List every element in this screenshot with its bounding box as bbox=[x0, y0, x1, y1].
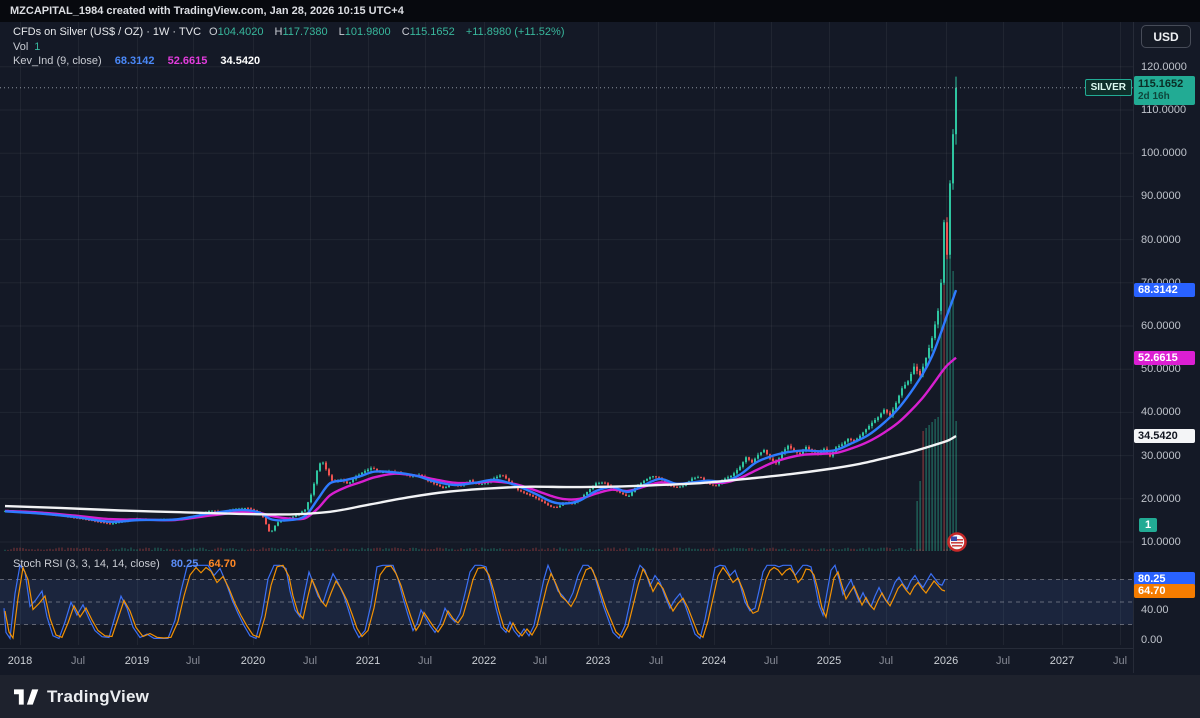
year-tick-label: 2026 bbox=[933, 655, 959, 667]
year-tick-label: 2019 bbox=[124, 655, 150, 667]
month-tick-label: Jul bbox=[763, 655, 779, 667]
stoch-rsi-legend: Stoch RSI (3, 3, 14, 14, close) 80.25 64… bbox=[13, 558, 236, 570]
candle-bodies-up bbox=[4, 87, 957, 532]
month-tick-label: Jul bbox=[302, 655, 318, 667]
month-tick-label: Jul bbox=[1112, 655, 1128, 667]
month-tick-label: Jul bbox=[417, 655, 433, 667]
ma-fast-value: 68.3142 bbox=[114, 55, 155, 67]
stoch-k-line bbox=[3, 563, 946, 641]
year-tick-label: 2025 bbox=[816, 655, 842, 667]
ma-slow-line bbox=[4, 434, 957, 516]
stoch-d-axis-badge: 64.70 bbox=[1134, 583, 1195, 598]
price-tick-label: 110.0000 bbox=[1141, 104, 1187, 116]
year-tick-label: 2027 bbox=[1049, 655, 1075, 667]
month-tick-label: Jul bbox=[878, 655, 894, 667]
currency-toggle-button[interactable]: USD bbox=[1141, 25, 1191, 48]
tradingview-brand-text: TradingView bbox=[47, 686, 150, 706]
year-tick-label: 2020 bbox=[240, 655, 266, 667]
legend-symbol-row: CFDs on Silver (US$ / OZ) · 1W · TVC O104.402… bbox=[13, 26, 565, 38]
stoch-d-line bbox=[4, 564, 946, 640]
month-tick-label: Jul bbox=[185, 655, 201, 667]
legend-volume-row: Vol 1 bbox=[13, 40, 564, 55]
indicator-params: (9, close) bbox=[56, 55, 102, 67]
time-axis[interactable]: 2018 Jul 2019 Jul 2020 Jul 2021 Jul 2022 Jul 2023 J… bbox=[0, 648, 1133, 675]
ma-mid-axis-badge: 52.6615 bbox=[1134, 350, 1195, 365]
ma-slow-value: 34.5420 bbox=[220, 55, 261, 67]
attribution-bar: MZCAPITAL_1984 created with TradingView.… bbox=[0, 0, 1200, 22]
year-tick-label: 2024 bbox=[701, 655, 727, 667]
last-price-value: 115.1652 bbox=[1138, 77, 1184, 90]
price-chart-canvas[interactable] bbox=[0, 0, 1133, 648]
month-tick-label: Jul bbox=[70, 655, 86, 667]
close-prefix: C bbox=[401, 26, 410, 38]
symbol-name-label: SILVER bbox=[1084, 78, 1132, 96]
ma-fast-axis-badge: 68.3142 bbox=[1134, 283, 1195, 298]
price-tick-label: 60.0000 bbox=[1141, 320, 1181, 332]
low-value: 101.9800 bbox=[344, 26, 391, 38]
candle-wicks-up bbox=[4, 76, 957, 533]
price-tick-label: 50.0000 bbox=[1141, 363, 1181, 376]
stoch-rsi-label[interactable]: Stoch RSI (3, 3, 14, 14, close) bbox=[13, 558, 160, 570]
year-tick-label: 2021 bbox=[355, 655, 381, 667]
price-tick-label: 10.0000 bbox=[1141, 536, 1181, 548]
high-value: 117.7380 bbox=[282, 26, 328, 38]
price-axis[interactable]: 120.0000110.0000100.000090.000080.000070… bbox=[1133, 22, 1200, 673]
tradingview-logo-icon bbox=[14, 688, 39, 705]
month-tick-label: Jul bbox=[648, 655, 664, 667]
bar-countdown: 2d 16h bbox=[1138, 90, 1170, 102]
stoch-tick-label: 40.00 bbox=[1141, 603, 1169, 616]
indicator-name[interactable]: Kev_Ind bbox=[13, 55, 54, 67]
tradingview-logo[interactable]: TradingView bbox=[14, 687, 149, 707]
year-tick-label: 2018 bbox=[7, 655, 33, 667]
price-tick-label: 30.0000 bbox=[1141, 449, 1181, 462]
ma-mid-value: 52.6615 bbox=[167, 55, 208, 67]
price-tick-label: 90.0000 bbox=[1141, 190, 1181, 203]
price-tick-label: 20.0000 bbox=[1141, 492, 1181, 505]
stoch-k-value: 80.25 bbox=[170, 558, 199, 570]
high-prefix: H bbox=[274, 26, 283, 38]
volume-value: 1 bbox=[34, 40, 41, 53]
legend-indicator-row: Kev_Ind (9, close) 68.3142 52.6615 34.54… bbox=[13, 54, 564, 69]
ma-slow-axis-badge: 34.5420 bbox=[1134, 428, 1195, 443]
volume-bars-down bbox=[7, 263, 948, 551]
symbol-title[interactable]: CFDs on Silver (US$ / OZ) bbox=[13, 26, 144, 38]
price-tick-label: 120.0000 bbox=[1141, 60, 1187, 73]
change-value: +11.8980 (+11.52%) bbox=[465, 26, 565, 38]
year-tick-label: 2023 bbox=[585, 655, 611, 667]
year-tick-label: 2022 bbox=[471, 655, 497, 667]
volume-axis-badge: 1 bbox=[1139, 518, 1158, 532]
ma-mid-line bbox=[4, 356, 957, 522]
price-tick-label: 100.0000 bbox=[1141, 147, 1187, 160]
stoch-tick-label: 0.00 bbox=[1141, 633, 1163, 646]
volume-bars-up bbox=[4, 233, 957, 551]
ma-fast-line bbox=[4, 289, 958, 523]
candle-wicks-down bbox=[7, 217, 948, 532]
month-tick-label: Jul bbox=[532, 655, 548, 667]
attribution-text: MZCAPITAL_1984 created with TradingView.… bbox=[10, 5, 404, 17]
low-prefix: L bbox=[338, 26, 345, 38]
volume-label[interactable]: Vol bbox=[13, 40, 29, 53]
candle-bodies-down bbox=[7, 222, 948, 532]
month-tick-label: Jul bbox=[995, 655, 1011, 667]
price-tick-label: 80.0000 bbox=[1141, 233, 1181, 246]
last-price-badge: 115.1652 2d 16h bbox=[1134, 75, 1195, 105]
price-tick-label: 40.0000 bbox=[1141, 406, 1181, 419]
us-flag-event-icon[interactable] bbox=[947, 532, 967, 552]
close-value: 115.1652 bbox=[409, 26, 455, 38]
exchange-label: TVC bbox=[179, 26, 202, 38]
footer-bar: TradingView bbox=[0, 675, 1200, 718]
open-prefix: O bbox=[209, 26, 218, 38]
stoch-k-axis-badge: 80.25 bbox=[1134, 572, 1195, 587]
chart-legend: CFDs on Silver (US$ / OZ) · 1W · TVC O104.402… bbox=[13, 25, 564, 69]
stoch-d-value: 64.70 bbox=[208, 558, 236, 570]
interval-label[interactable]: 1W bbox=[152, 26, 170, 38]
open-value: 104.4020 bbox=[217, 26, 264, 38]
